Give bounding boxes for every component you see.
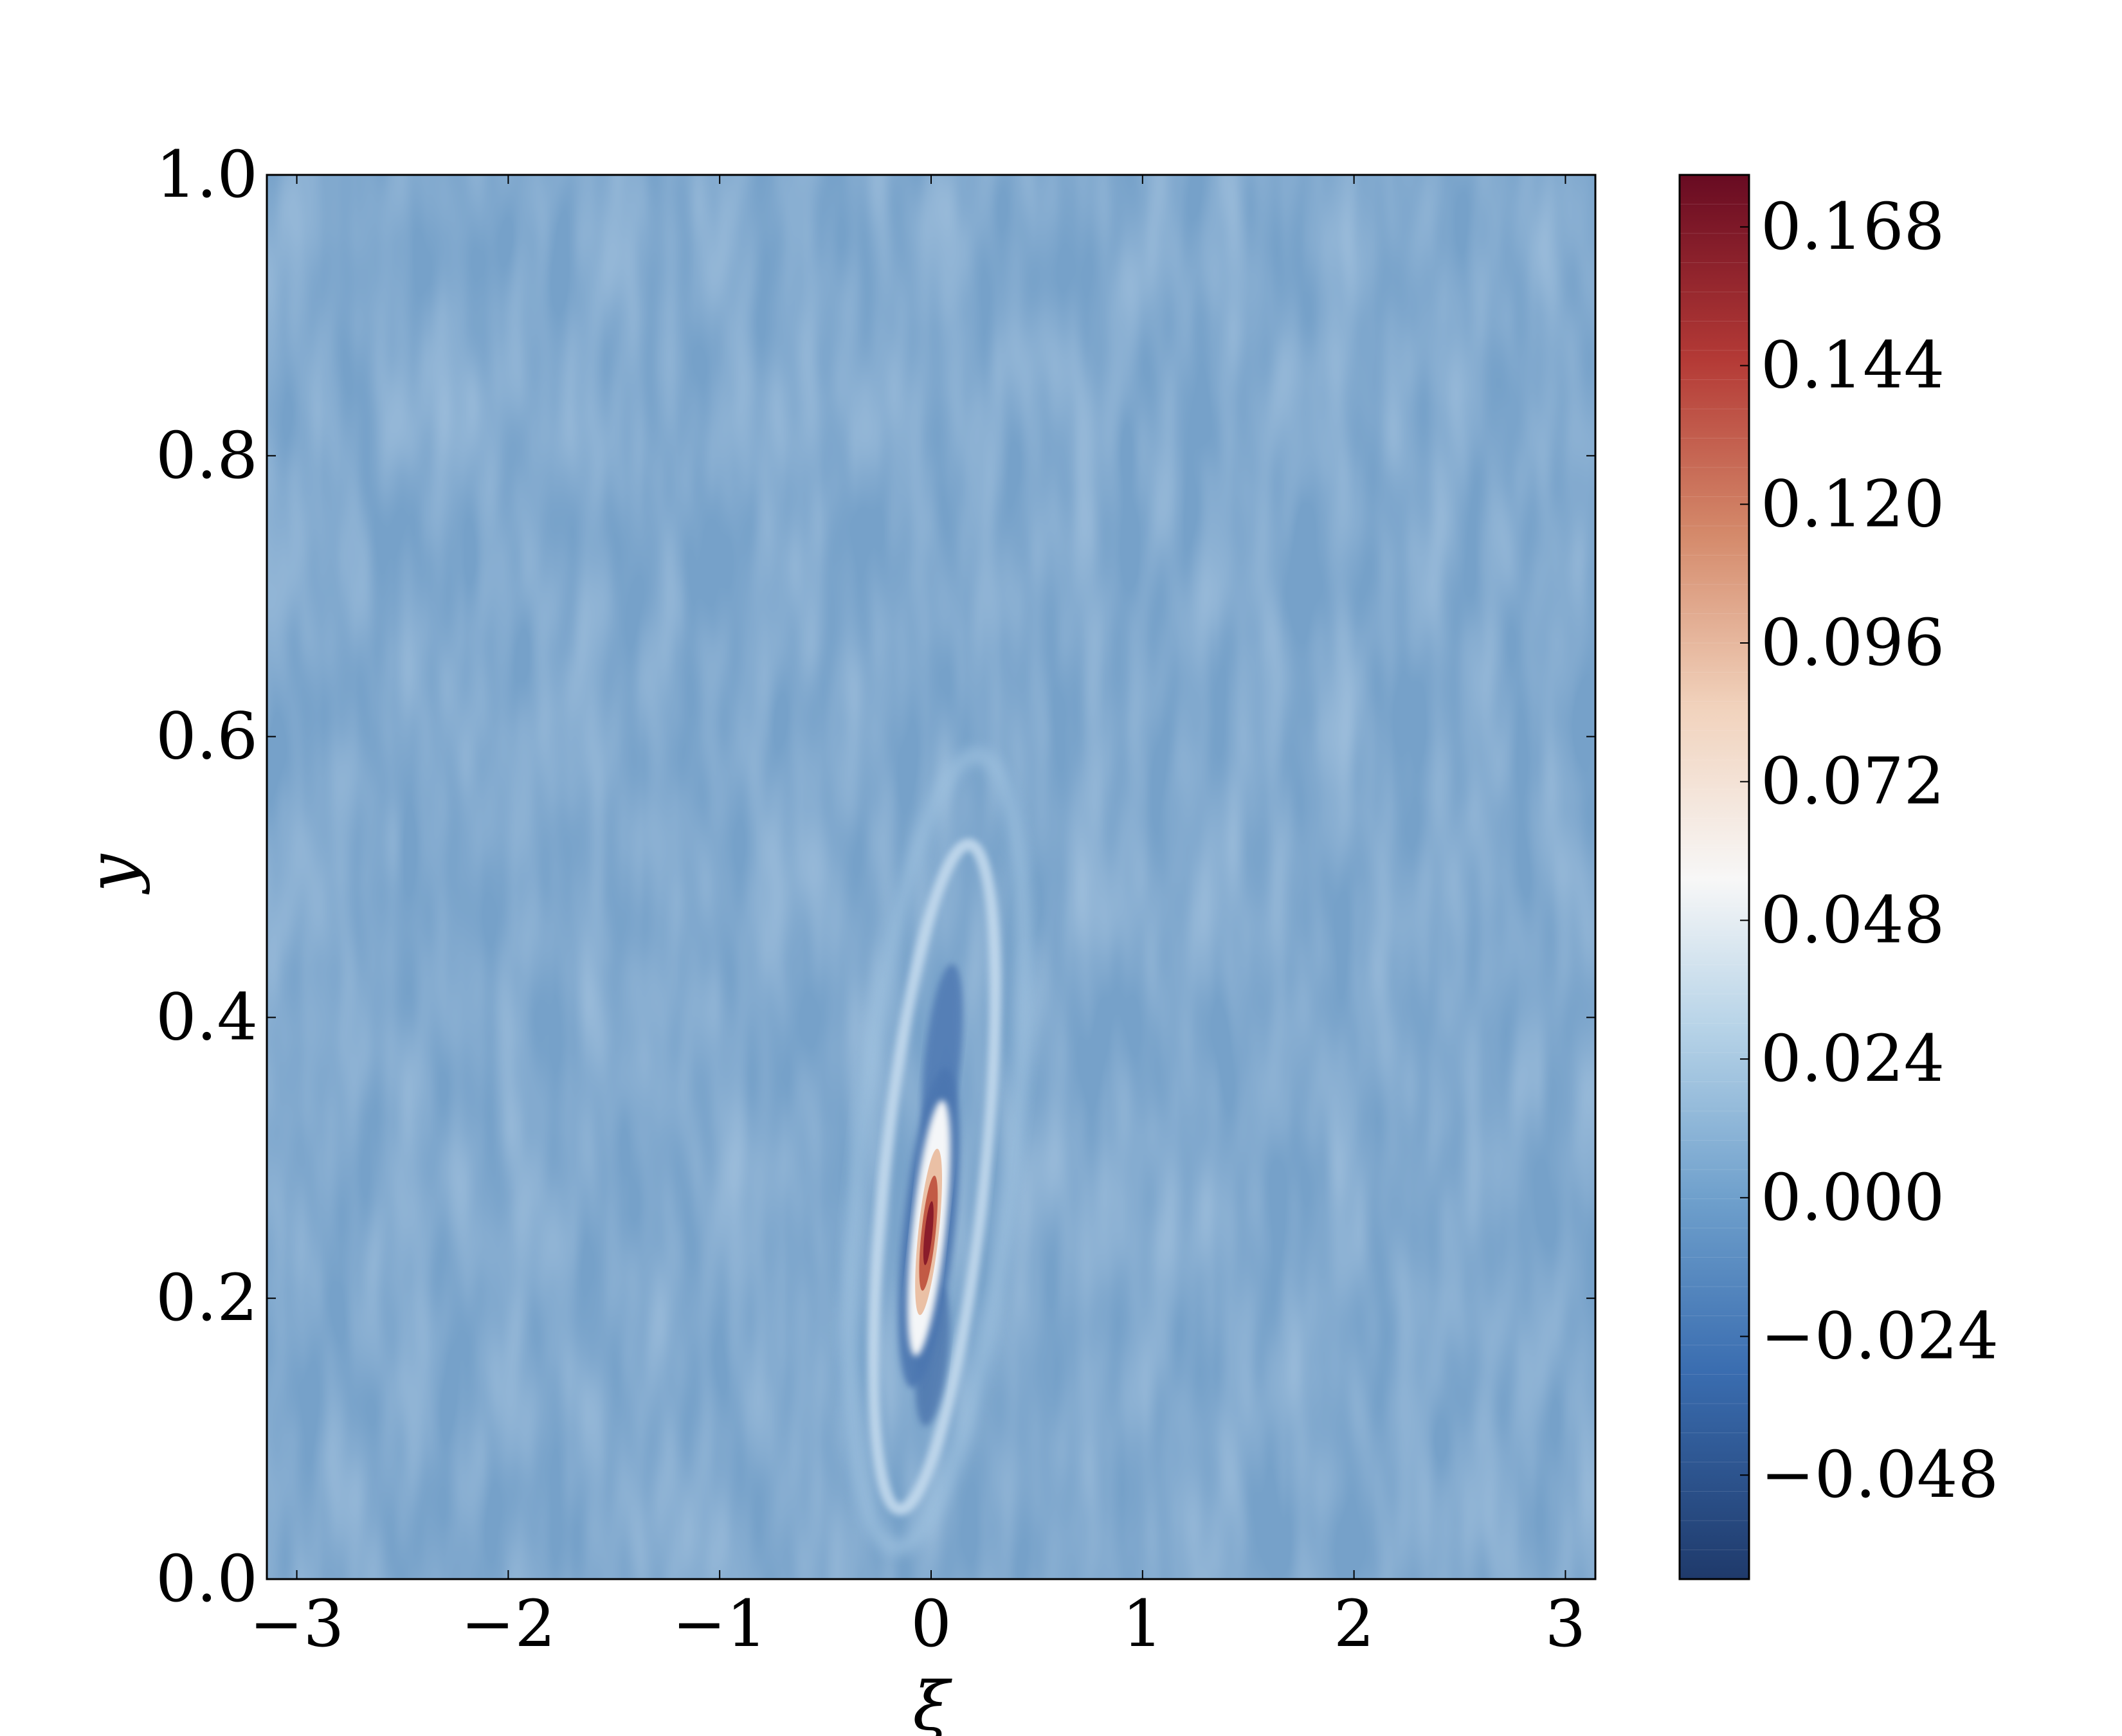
colorbar-tick-label: −0.024 <box>1761 1299 1999 1374</box>
wave-packet <box>842 747 1032 1555</box>
colorbar-tick-label: 0.168 <box>1761 189 1945 264</box>
y-axis-label: y <box>73 853 151 894</box>
colorbar-gradient <box>1680 175 1749 1579</box>
x-tick-label: −3 <box>249 1586 344 1661</box>
colorbar-tick-label: 0.000 <box>1761 1160 1945 1235</box>
colorbar: 0.168 0.144 0.120 0.096 0.072 0.048 0.024 0.000… <box>1678 174 1999 1580</box>
x-axis: −3 −2 −1 0 1 2 3 <box>249 175 1586 1661</box>
colorbar-tick-label: 0.024 <box>1761 1021 1945 1096</box>
colorbar-tick-label: 0.048 <box>1761 882 1945 957</box>
y-tick-label: 1.0 <box>156 137 258 212</box>
colorbar-frame <box>1678 174 1750 1580</box>
colorbar-tick-label: 0.144 <box>1761 328 1945 403</box>
x-tick-label: 2 <box>1334 1586 1375 1661</box>
colorbar-tick-label: 0.096 <box>1761 605 1945 680</box>
y-tick-label: 0.0 <box>156 1541 258 1616</box>
y-tick-label: 0.8 <box>156 418 258 493</box>
plot-area <box>266 174 1597 1580</box>
contour-features <box>842 747 1032 1555</box>
colorbar-tick-label: 0.072 <box>1761 744 1945 819</box>
ridge-mid <box>867 838 1001 1515</box>
x-tick-label: −1 <box>672 1586 766 1661</box>
x-tick-label: 1 <box>1122 1586 1163 1661</box>
x-axis-label: ξ <box>912 1667 952 1736</box>
x-tick-label: 0 <box>911 1586 952 1661</box>
y-tick-label: 0.6 <box>156 699 258 774</box>
y-tick-label: 0.2 <box>156 1260 258 1335</box>
colorbar-tick-label: −0.048 <box>1761 1437 1999 1512</box>
colorbar-ticks: 0.168 0.144 0.120 0.096 0.072 0.048 0.024 0.000… <box>1740 189 1999 1512</box>
y-axis: 0.0 0.2 0.4 0.6 0.8 1.0 <box>156 137 1595 1616</box>
x-tick-label: 3 <box>1545 1586 1586 1661</box>
colorbar-tick-label: 0.120 <box>1761 466 1945 541</box>
ridge-outer <box>842 747 1032 1555</box>
core-peak <box>923 1201 934 1265</box>
colorbar-bands <box>1680 204 1749 1550</box>
x-tick-label: −2 <box>461 1586 556 1661</box>
y-tick-label: 0.4 <box>156 979 258 1054</box>
